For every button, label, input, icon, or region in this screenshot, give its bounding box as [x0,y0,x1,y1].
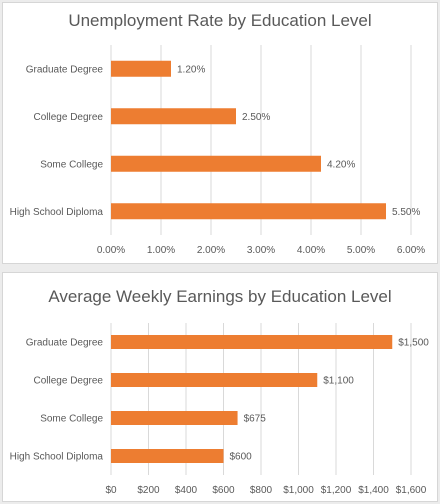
unemployment-bar-chart: 0.00% 1.00% 2.00% 3.00% 4.00% 5.00% 6.00% Gradu… [10,45,425,256]
earnings-bar-chart: $0 $200 $400 $600 $800 $1,000 $1,200 $1,400 $1,6… [10,323,429,496]
category-label: College Degree [34,112,104,123]
x-tick-label: $400 [175,485,198,496]
x-tick-label: $1,600 [396,485,427,496]
x-tick-label: 2.00% [197,245,225,256]
data-label: $675 [244,414,267,425]
data-label: $600 [230,452,253,463]
category-label: Graduate Degree [26,338,104,349]
bar [111,411,238,425]
x-tick-label: 4.00% [297,245,325,256]
bar [111,108,236,125]
category-label: High School Diploma [10,207,104,218]
bar [111,449,224,463]
x-tick-label: $1,200 [321,485,352,496]
bar [111,373,318,387]
x-tick-label: $0 [105,485,117,496]
data-label: 5.50% [392,207,420,218]
x-tick-label: 5.00% [347,245,375,256]
bar [111,335,393,349]
x-tick-label: $1,400 [358,485,389,496]
earnings-chart-panel: Average Weekly Earnings by Education Lev… [2,272,438,502]
category-label: High School Diploma [10,452,104,463]
x-tick-label: $600 [212,485,235,496]
x-tick-label: $200 [137,485,160,496]
category-label: Some College [40,159,103,170]
unemployment-chart-panel: Unemployment Rate by Education Level 0.0… [2,2,438,264]
data-label: 1.20% [177,64,205,75]
data-label: $1,500 [398,338,429,349]
x-tick-label: 3.00% [247,245,275,256]
x-tick-label: 1.00% [147,245,175,256]
x-tick-label: 0.00% [97,245,125,256]
data-label: 4.20% [327,159,355,170]
bar [111,155,321,172]
category-label: Graduate Degree [26,64,104,75]
x-tick-label: $800 [250,485,273,496]
chart-title: Unemployment Rate by Education Level [68,11,372,30]
data-label: 2.50% [242,112,270,123]
bar [111,203,386,220]
category-label: Some College [40,414,103,425]
data-label: $1,100 [323,376,354,387]
x-tick-label: 6.00% [397,245,425,256]
category-label: College Degree [34,376,104,387]
x-tick-label: $1,000 [283,485,314,496]
bar [111,60,171,77]
chart-title: Average Weekly Earnings by Education Lev… [48,287,392,306]
